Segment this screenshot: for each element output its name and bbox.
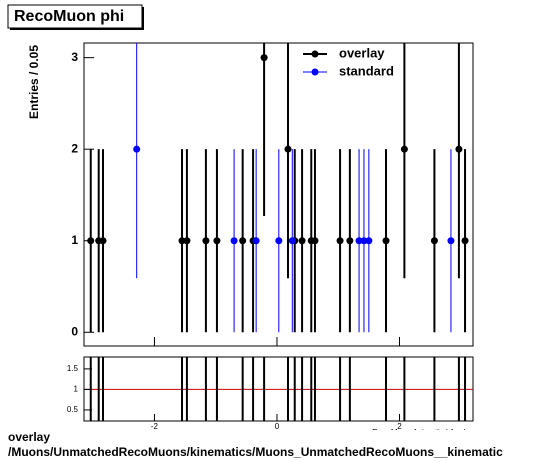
data-point [382, 237, 390, 245]
y-tick-label: 1.5 [67, 364, 79, 373]
data-point [336, 237, 344, 245]
plot-area [87, 43, 469, 333]
footer-line: overlay [8, 430, 50, 444]
data-point [260, 54, 268, 62]
data-point [99, 237, 107, 245]
axes: 0 1 2 3 overlay standard 0.5 1 1.5 -2 0 2 [67, 45, 402, 431]
y-tick-label: 2 [71, 141, 78, 155]
data-point [133, 145, 141, 153]
data-point [239, 237, 247, 245]
y-tick-label: 1 [74, 385, 79, 394]
data-point [355, 237, 363, 245]
legend-label: standard [339, 63, 394, 78]
data-point [230, 237, 238, 245]
data-point [455, 145, 463, 153]
data-point [430, 237, 438, 245]
ratio-area [84, 357, 473, 421]
chart-title: RecoMuon phi [14, 8, 124, 25]
data-point [178, 237, 186, 245]
data-point [183, 237, 191, 245]
y-tick-label: 0.5 [67, 405, 79, 414]
data-point [252, 237, 260, 245]
data-point [288, 237, 296, 245]
data-point [284, 145, 292, 153]
legend-marker [311, 50, 319, 58]
x-tick-label: 0 [275, 422, 280, 431]
plot-frame [83, 42, 474, 347]
data-point [202, 237, 210, 245]
data-point [275, 237, 283, 245]
x-tick-label: -2 [151, 422, 159, 431]
y-tick-label: 0 [71, 324, 78, 338]
data-point [400, 145, 408, 153]
data-point [311, 237, 319, 245]
data-point [346, 237, 354, 245]
x-axis-label: RecoMuon Azimuthal Angle [372, 428, 470, 437]
y-tick-label: 1 [71, 233, 78, 247]
legend-label: overlay [339, 45, 385, 60]
y-axis-label: Entries / 0.05 [27, 45, 41, 119]
y-tick-label: 3 [71, 50, 78, 64]
data-point [298, 237, 306, 245]
data-point [461, 237, 469, 245]
data-point [365, 237, 373, 245]
data-point [447, 237, 455, 245]
legend-marker [311, 68, 319, 76]
data-point [360, 237, 368, 245]
x-tick-label: 2 [397, 422, 402, 431]
footer-line: /Muons/UnmatchedRecoMuons/kinematics/Muo… [8, 445, 503, 459]
title-box [7, 4, 143, 29]
data-point [213, 237, 221, 245]
